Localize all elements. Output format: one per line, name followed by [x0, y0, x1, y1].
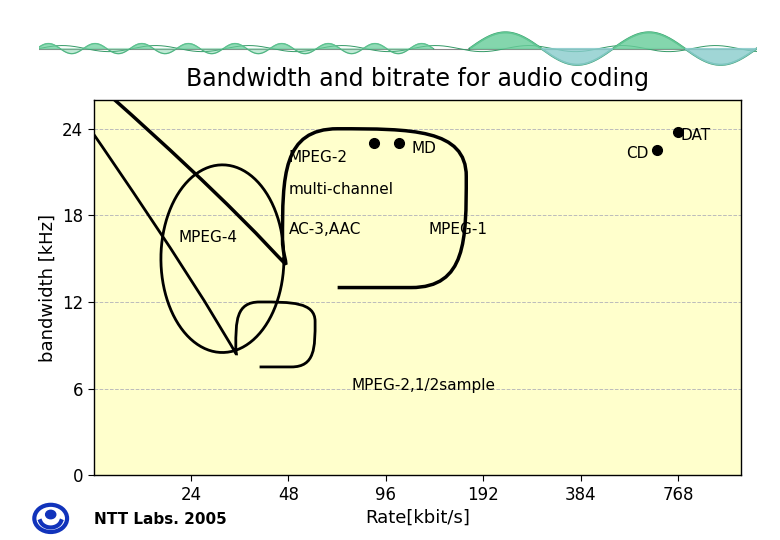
Text: AC-3,AAC: AC-3,AAC	[289, 222, 361, 237]
Text: multi-channel: multi-channel	[289, 182, 393, 197]
Text: DAT: DAT	[680, 129, 711, 144]
Y-axis label: bandwidth [kHz]: bandwidth [kHz]	[38, 213, 56, 362]
X-axis label: Rate[kbit/s]: Rate[kbit/s]	[365, 509, 470, 527]
Text: MPEG-4: MPEG-4	[179, 230, 238, 245]
Title: Bandwidth and bitrate for audio coding: Bandwidth and bitrate for audio coding	[186, 67, 649, 91]
Text: MPEG-2,1/2sample: MPEG-2,1/2sample	[351, 378, 495, 393]
Text: CD: CD	[626, 146, 648, 161]
Text: NTT Labs. 2005: NTT Labs. 2005	[94, 512, 226, 527]
Text: MD: MD	[411, 141, 436, 157]
Text: MPEG-2: MPEG-2	[289, 150, 347, 165]
Text: MPEG-1: MPEG-1	[428, 222, 488, 237]
Circle shape	[45, 510, 56, 519]
